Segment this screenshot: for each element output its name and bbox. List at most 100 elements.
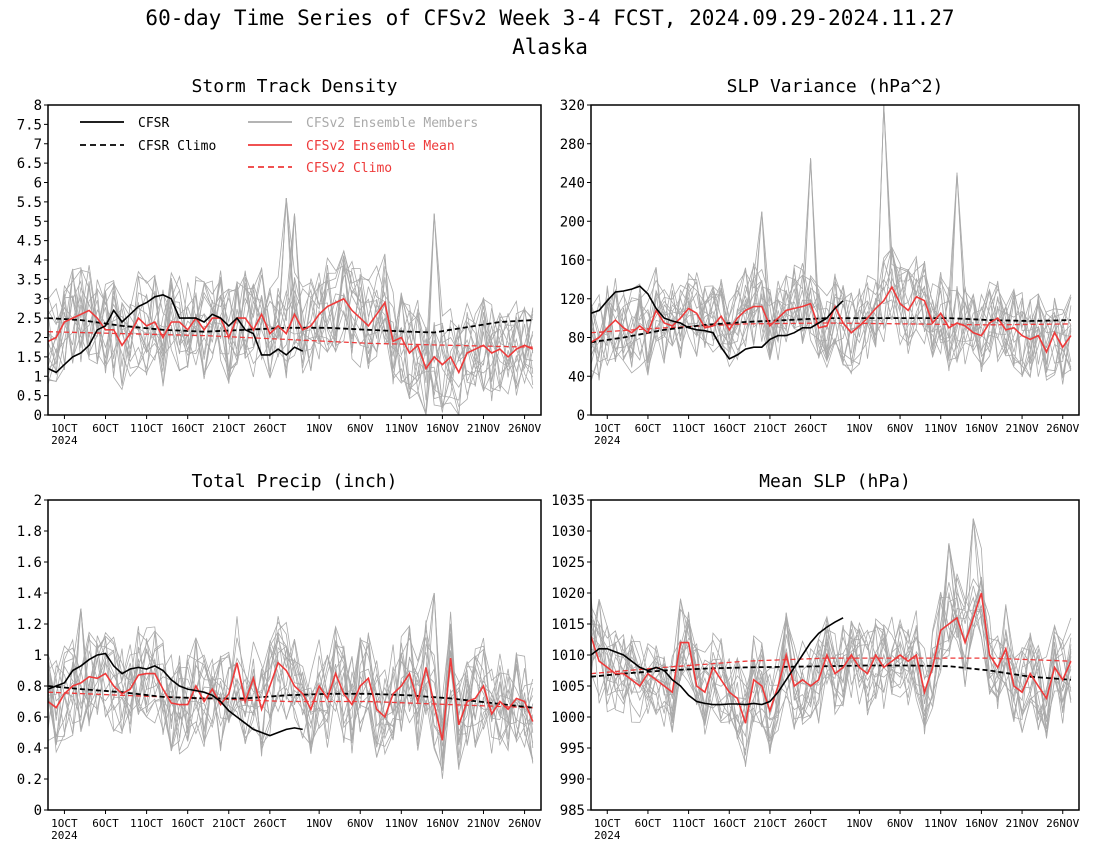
y-tick-label: 1000 <box>551 710 585 726</box>
y-tick-label: 7 <box>34 137 42 153</box>
x-tick-label: 6OCT <box>635 422 662 435</box>
y-tick-label: 2.5 <box>17 311 42 327</box>
y-tick-label: 4.5 <box>17 234 42 250</box>
ensemble-members <box>591 105 1072 385</box>
y-tick-label: 1020 <box>551 586 585 602</box>
x-tick-label: 16OCT <box>713 422 746 435</box>
x-tick-label: 6OCT <box>92 817 119 830</box>
x-tick-label: 21OCT <box>753 422 786 435</box>
x-tick-sublabel: 2024 <box>51 434 78 447</box>
x-tick-label: 16NOV <box>965 422 998 435</box>
ensemble-member-line <box>591 518 1072 743</box>
y-tick-label: 240 <box>560 176 585 192</box>
y-tick-label: 985 <box>560 803 585 819</box>
x-tick-label: 1NOV <box>846 817 873 830</box>
y-tick-label: 0.6 <box>17 710 42 726</box>
chart-panel: 985 990 995 1000 1005 1010 1015 1020 1025 1030 103… <box>551 471 1080 842</box>
series-line-cfsr-climo <box>591 317 1071 344</box>
y-tick-label: 320 <box>560 98 585 114</box>
ensemble-member-line <box>48 260 534 396</box>
y-tick-label: 120 <box>560 292 585 308</box>
x-tick-label: 1OCT <box>51 422 78 435</box>
series-line-cfsv2-climo <box>48 691 533 709</box>
y-tick-label: 0.4 <box>17 741 42 757</box>
y-tick-label: 1.6 <box>17 555 42 571</box>
y-tick-label: 0 <box>34 408 42 424</box>
series-line-cfsv2-climo <box>591 322 1071 334</box>
ensemble-member-line <box>591 158 1072 378</box>
x-tick-label: 26OCT <box>253 817 286 830</box>
ensemble-member-line <box>48 249 534 400</box>
x-tick-label: 6NOV <box>887 817 914 830</box>
ensemble-member-line <box>591 543 1072 740</box>
y-tick-label: 0.5 <box>17 389 42 405</box>
y-tick-label: 1030 <box>551 524 585 540</box>
series-line-cfsr <box>48 294 304 374</box>
panel-title: Total Precip (inch) <box>192 471 398 492</box>
x-tick-label: 6NOV <box>347 422 374 435</box>
ensemble-member-line <box>591 250 1072 377</box>
x-tick-label: 16NOV <box>965 817 998 830</box>
y-tick-label: 3.5 <box>17 272 42 288</box>
x-tick-label: 26NOV <box>1046 422 1079 435</box>
x-tick-label: 1NOV <box>846 422 873 435</box>
y-tick-label: 0.2 <box>17 772 42 788</box>
page-title: 60-day Time Series of CFSv2 Week 3-4 FCS… <box>0 4 1100 62</box>
series-line-ens-mean <box>591 592 1072 724</box>
panel-title: Storm Track Density <box>192 76 398 97</box>
y-tick-label: 995 <box>560 741 585 757</box>
ensemble-member-line <box>591 543 1072 764</box>
y-tick-label: 0.8 <box>17 679 42 695</box>
y-tick-label: 0 <box>34 803 42 819</box>
y-tick-label: 3 <box>34 292 42 308</box>
series-line-ens-mean <box>48 658 534 741</box>
x-tick-label: 21OCT <box>753 817 786 830</box>
legend: CFSR CFSR Climo CFSv2 Ensemble Members CFSv… <box>80 116 478 176</box>
ensemble-member-line <box>48 265 534 415</box>
ensemble-member-line <box>591 543 1072 736</box>
x-tick-label: 21NOV <box>467 422 500 435</box>
legend-label-ens-mean: CFSv2 Ensemble Mean <box>306 139 455 154</box>
x-tick-label: 11OCT <box>130 422 163 435</box>
x-tick-label: 21NOV <box>467 817 500 830</box>
y-tick-label: 1015 <box>551 617 585 633</box>
legend-label-cfsr: CFSR <box>138 116 169 131</box>
x-tick-label: 6OCT <box>635 817 662 830</box>
x-tick-label: 21NOV <box>1006 817 1039 830</box>
series-line-cfsv2-climo <box>591 657 1071 675</box>
x-tick-label: 11OCT <box>130 817 163 830</box>
y-tick-label: 80 <box>568 331 585 347</box>
y-tick-label: 7.5 <box>17 117 42 133</box>
x-tick-sublabel: 2024 <box>594 829 621 842</box>
ensemble-members <box>48 592 534 779</box>
series-line-cfsr-climo <box>48 685 533 709</box>
series-line-cfsr-climo <box>48 317 533 334</box>
x-tick-label: 16OCT <box>171 422 204 435</box>
x-tick-label: 21NOV <box>1006 422 1039 435</box>
y-tick-label: 1.4 <box>17 586 42 602</box>
x-tick-sublabel: 2024 <box>594 434 621 447</box>
y-tick-label: 0 <box>577 408 585 424</box>
series-line-cfsr <box>48 652 303 737</box>
ensemble-members <box>591 518 1072 767</box>
ensemble-member-line <box>591 261 1072 385</box>
x-tick-label: 1OCT <box>51 817 78 830</box>
x-tick-label: 1OCT <box>594 422 621 435</box>
y-tick-label: 5.5 <box>17 195 42 211</box>
x-tick-label: 26NOV <box>508 817 541 830</box>
ensemble-member-line <box>591 577 1072 752</box>
ensemble-member-line <box>591 105 1072 372</box>
y-tick-label: 6 <box>34 176 42 192</box>
y-tick-label: 160 <box>560 253 585 269</box>
y-tick-label: 8 <box>34 98 42 114</box>
y-tick-label: 2 <box>34 331 42 347</box>
ensemble-member-line <box>48 611 534 764</box>
x-tick-label: 1NOV <box>306 817 333 830</box>
y-tick-label: 1010 <box>551 648 585 664</box>
legend-label-members: CFSv2 Ensemble Members <box>306 116 478 131</box>
x-tick-label: 6NOV <box>347 817 374 830</box>
panel-title: Mean SLP (hPa) <box>759 471 911 492</box>
y-tick-label: 1.8 <box>17 524 42 540</box>
y-tick-label: 1005 <box>551 679 585 695</box>
